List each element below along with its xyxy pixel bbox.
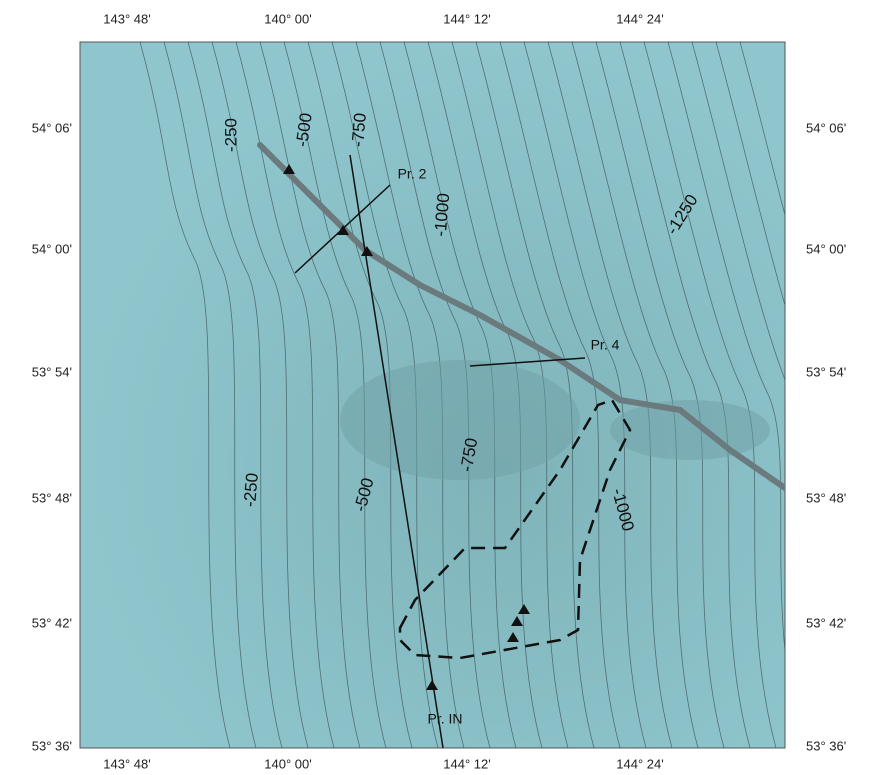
- axis-label: 54° 06': [806, 120, 846, 135]
- contour-label: -250: [221, 118, 240, 152]
- axis-label: 53° 54': [32, 364, 72, 379]
- axis-label: 53° 36': [32, 738, 72, 753]
- axis-label: 53° 48': [32, 490, 72, 505]
- axis-label: 143° 48': [103, 11, 150, 26]
- contour-label: -1000: [431, 192, 454, 237]
- axis-label: 143° 48': [103, 756, 150, 771]
- contour-label: -750: [348, 112, 370, 148]
- axis-label: 53° 48': [806, 490, 846, 505]
- map: 143° 48' 140° 00' 144° 12' 144° 24' 143° 48'…: [0, 0, 871, 775]
- axis-label: 53° 42': [32, 615, 72, 630]
- shading: [610, 400, 770, 460]
- profile-label: Pr. IN: [427, 711, 462, 727]
- axis-label: 53° 36': [806, 738, 846, 753]
- axis-label: 144° 24': [616, 756, 663, 771]
- profile-label: Pr. 4: [591, 337, 620, 353]
- axis-label: 54° 00': [806, 241, 846, 256]
- axis-label: 53° 42': [806, 615, 846, 630]
- axis-label: 144° 12': [443, 11, 490, 26]
- axis-label: 144° 12': [443, 756, 490, 771]
- axis-label: 53° 54': [806, 364, 846, 379]
- axis-label: 140° 00': [264, 11, 311, 26]
- axis-label: 140° 00': [264, 756, 311, 771]
- profile-label: Pr. 2: [398, 166, 427, 182]
- axis-label: 144° 24': [616, 11, 663, 26]
- contour-label: -250: [240, 472, 262, 508]
- axis-label: 54° 06': [32, 120, 72, 135]
- axis-label: 54° 00': [32, 241, 72, 256]
